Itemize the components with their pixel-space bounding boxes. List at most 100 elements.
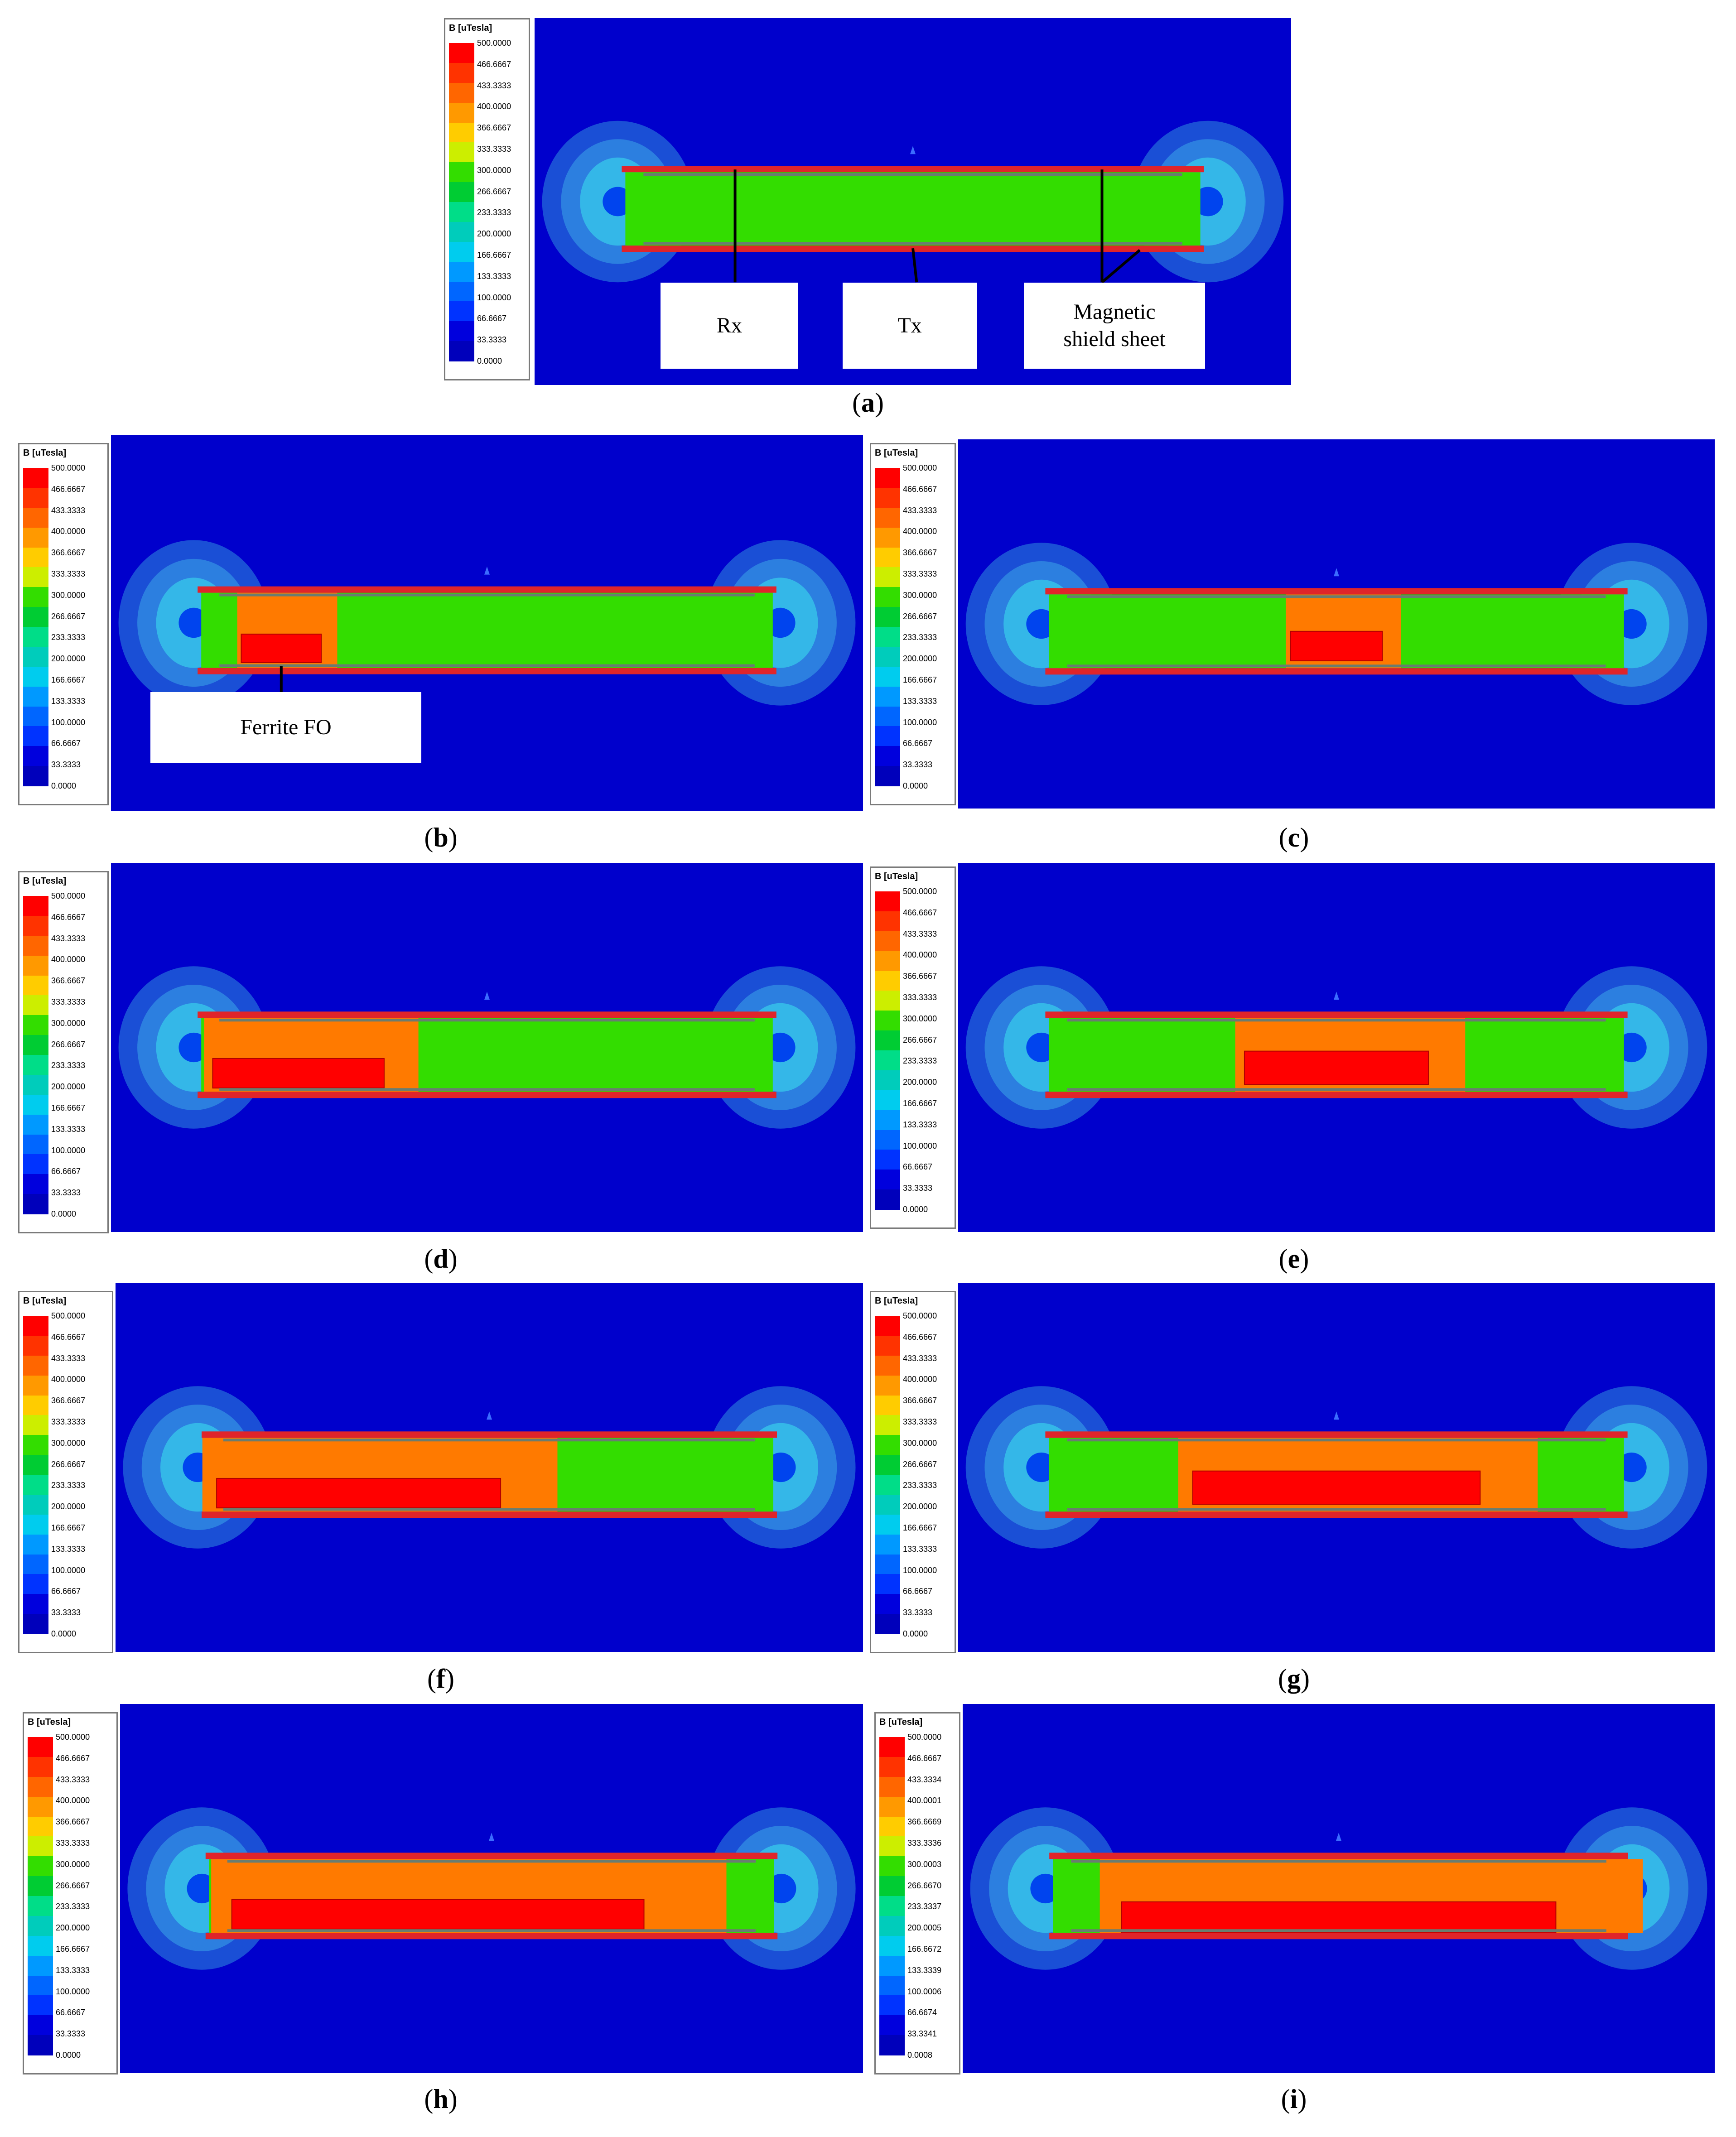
- legend-tick-label: 0.0000: [903, 1629, 928, 1638]
- legend-tick-label: 100.0000: [51, 717, 86, 727]
- legend-swatch: [875, 951, 900, 972]
- legend-swatch: [875, 1030, 900, 1051]
- legend-tick-label: 233.3337: [907, 1902, 942, 1911]
- legend-swatch: [875, 706, 900, 727]
- legend-swatch: [879, 2015, 905, 2036]
- legend-swatch: [28, 1975, 53, 1996]
- legend-tick-label: 0.0000: [51, 1629, 77, 1638]
- field-plot: [111, 435, 863, 811]
- rx-coil: [227, 1860, 756, 1863]
- legend-tick-label: 66.6674: [907, 2008, 937, 2017]
- legend-tick-label: 166.6667: [56, 1944, 90, 1954]
- legend-tick-label: 100.0000: [477, 293, 511, 302]
- legend-tick-label: 466.6667: [56, 1753, 90, 1763]
- legend-swatch: [23, 975, 48, 996]
- legend-swatch: [28, 1776, 53, 1797]
- legend-tick-label: 300.0000: [903, 1438, 937, 1448]
- legend-swatch: [23, 1094, 48, 1115]
- port-marker-icon: [910, 146, 916, 154]
- legend-swatch: [23, 1335, 48, 1356]
- colorbar-legend: B [uTesla] 500.0000 466.6667 433.3333 400.0…: [444, 18, 530, 380]
- legend-tick-label: 366.6667: [903, 548, 937, 558]
- legend-swatch: [875, 686, 900, 707]
- tx-coil: [223, 1508, 755, 1511]
- legend-swatch: [23, 1534, 48, 1555]
- legend-tick-label: 166.6667: [51, 1523, 86, 1532]
- legend-swatch: [23, 1074, 48, 1095]
- legend-swatch: [875, 1335, 900, 1356]
- rx-coil: [219, 1019, 755, 1022]
- legend-swatch: [875, 991, 900, 1011]
- legend-tick-label: 200.0000: [51, 1082, 86, 1092]
- legend-tick-label: 366.6667: [51, 1396, 86, 1405]
- legend-swatch: [28, 1856, 53, 1877]
- legend-tick-label: 466.6667: [903, 1332, 937, 1342]
- legend-tick-label: 166.6672: [907, 1944, 942, 1954]
- legend-swatch: [23, 1134, 48, 1155]
- legend-tick-label: 500.0000: [907, 1733, 942, 1742]
- legend-swatch: [28, 1796, 53, 1817]
- legend-tick-label: 200.0000: [903, 1078, 937, 1087]
- field-plot: [963, 1704, 1715, 2073]
- rx-shield-sheet: [1049, 1853, 1628, 1859]
- legend-tick-label: 200.0000: [477, 229, 511, 239]
- coil-cross-section: [1616, 1452, 1647, 1482]
- legend-swatch: [875, 1150, 900, 1170]
- leader-line: [911, 248, 918, 283]
- legend-swatch: [875, 1534, 900, 1555]
- legend-swatch: [875, 468, 900, 488]
- legend-title: B [uTesla]: [875, 448, 918, 458]
- legend-tick-label: 66.6667: [477, 314, 507, 323]
- legend-tick-label: 366.6667: [903, 1396, 937, 1405]
- legend-tick-label: 400.0000: [51, 1375, 86, 1384]
- legend-swatch: [875, 1070, 900, 1091]
- legend-swatch: [875, 607, 900, 627]
- legend-tick-label: 100.0000: [903, 1565, 937, 1575]
- tx-shield-sheet: [1045, 1511, 1628, 1518]
- legend-swatch: [875, 1415, 900, 1436]
- legend-tick-label: 133.3333: [477, 271, 511, 281]
- legend-swatch: [875, 766, 900, 786]
- legend-tick-label: 0.0000: [56, 2050, 81, 2060]
- legend-swatch: [875, 1050, 900, 1071]
- legend-tick-label: 200.0000: [903, 654, 937, 664]
- rx-coil: [1067, 1019, 1606, 1022]
- legend-swatch: [23, 935, 48, 956]
- legend-swatch: [23, 1614, 48, 1634]
- legend-tick-label: 433.3333: [56, 1775, 90, 1784]
- legend-swatch: [879, 1737, 905, 1757]
- legend-tick-label: 433.3333: [903, 929, 937, 939]
- legend-swatch: [23, 527, 48, 548]
- legend-swatch: [23, 1594, 48, 1615]
- field-region: [625, 172, 1201, 246]
- legend-swatch: [449, 281, 474, 302]
- coil-cross-section: [1030, 1873, 1061, 1904]
- legend-swatch: [449, 221, 474, 242]
- rx-shield-sheet: [1045, 588, 1628, 595]
- legend-swatch: [28, 1836, 53, 1857]
- legend-swatch: [875, 527, 900, 548]
- legend-title: B [uTesla]: [449, 23, 492, 33]
- field-graphic: [123, 1386, 856, 1549]
- legend-swatch: [449, 341, 474, 361]
- legend-swatch: [875, 1455, 900, 1475]
- legend-tick-label: 400.0000: [51, 955, 86, 964]
- ferrite-block: [241, 633, 322, 663]
- legend-swatch: [23, 955, 48, 976]
- legend-swatch: [23, 1035, 48, 1055]
- rx-coil: [1067, 595, 1606, 598]
- legend-swatch: [23, 915, 48, 936]
- legend-tick-label: 466.6667: [51, 1332, 86, 1342]
- tx-shield-sheet: [198, 668, 776, 674]
- legend-swatch: [875, 1375, 900, 1396]
- field-graphic: [118, 540, 856, 706]
- legend-tick-label: 466.6667: [51, 912, 86, 922]
- legend-tick-label: 266.6667: [51, 1459, 86, 1469]
- legend-swatch: [23, 746, 48, 767]
- legend-swatch: [23, 507, 48, 528]
- field-graphic: [970, 1807, 1707, 1970]
- legend-swatch: [875, 627, 900, 647]
- coil-cross-section: [1616, 1032, 1647, 1063]
- legend-swatch: [23, 726, 48, 747]
- legend-swatch: [23, 1316, 48, 1336]
